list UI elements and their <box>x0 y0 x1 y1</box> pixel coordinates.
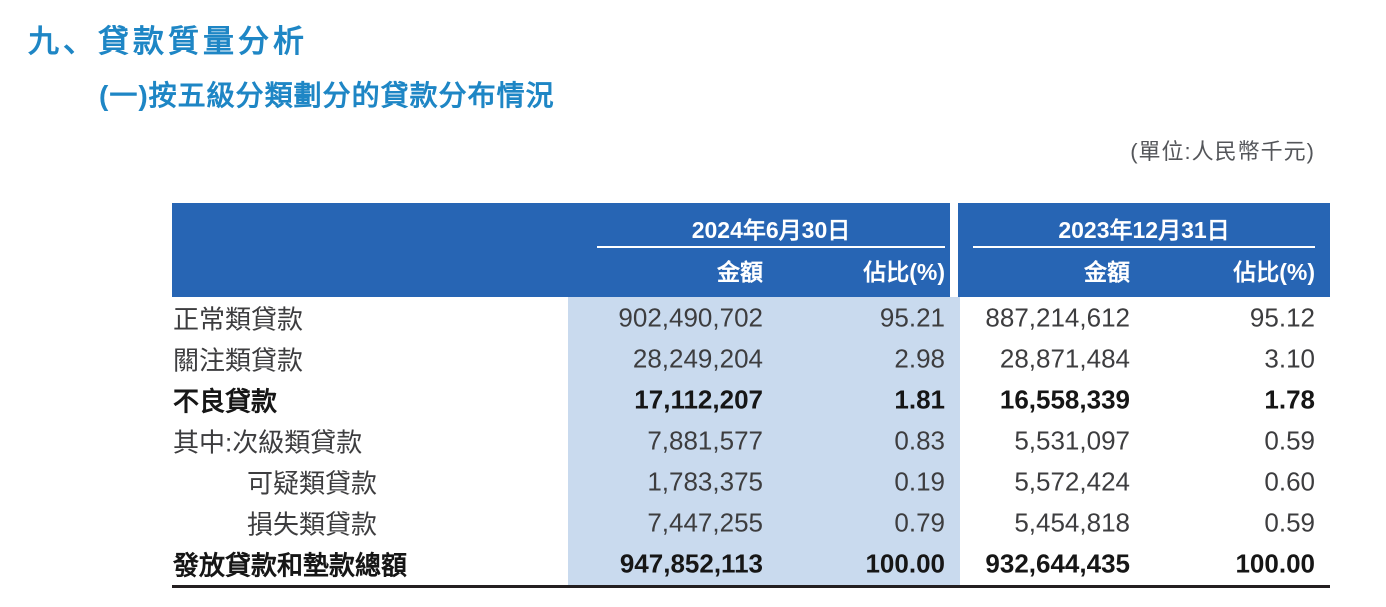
amount-2024-cell: 947,852,113 <box>619 548 763 579</box>
row-label: 其中:次級類貸款 <box>173 427 363 458</box>
date-header-2023: 2023年12月31日 <box>973 212 1315 248</box>
amount-2023-cell: 5,531,097 <box>1014 425 1130 456</box>
amount-2024-cell: 7,447,255 <box>647 507 763 538</box>
table-row: 其中:次級類貸款 7,881,577 0.83 5,531,097 0.59 <box>172 420 1330 461</box>
loan-classification-table: 2024年6月30日 金額 佔比(%) 2023年12月31日 金額 佔比(%)… <box>172 203 1330 588</box>
row-label: 可疑類貸款 <box>247 468 378 499</box>
amount-2024-cell: 28,249,204 <box>632 343 763 374</box>
amount-2024-cell: 1,783,375 <box>647 466 763 497</box>
pct-2024-cell: 0.19 <box>894 466 945 497</box>
amount-2023-cell: 887,214,612 <box>985 302 1130 333</box>
pct-column-header-2023: 佔比(%) <box>1233 259 1315 285</box>
row-label: 損失類貸款 <box>247 509 378 540</box>
row-label: 發放貸款和墊款總額 <box>173 550 408 581</box>
row-label: 不良貸款 <box>173 386 278 417</box>
amount-column-header-2023: 金額 <box>1084 259 1130 285</box>
table-row: 不良貸款 17,112,207 1.81 16,558,339 1.78 <box>172 379 1330 420</box>
pct-2023-cell: 3.10 <box>1264 343 1315 374</box>
subsection-title: (一)按五級分類劃分的貸款分布情況 <box>99 80 555 111</box>
amount-2024-cell: 17,112,207 <box>634 384 763 415</box>
row-label: 正常類貸款 <box>173 304 304 335</box>
table-row: 關注類貸款 28,249,204 2.98 28,871,484 3.10 <box>172 338 1330 379</box>
amount-2024-cell: 902,490,702 <box>618 302 763 333</box>
amount-2024-cell: 7,881,577 <box>647 425 763 456</box>
amount-2023-cell: 5,572,424 <box>1014 466 1130 497</box>
pct-2024-cell: 0.83 <box>894 425 945 456</box>
table-row: 損失類貸款 7,447,255 0.79 5,454,818 0.59 <box>172 503 1330 544</box>
pct-column-header-2024: 佔比(%) <box>863 259 945 285</box>
amount-2023-cell: 28,871,484 <box>999 343 1130 374</box>
date-header-2024: 2024年6月30日 <box>597 212 945 248</box>
pct-2023-cell: 0.59 <box>1264 507 1315 538</box>
header-group-2023: 2023年12月31日 金額 佔比(%) <box>958 203 1330 297</box>
row-label: 關注類貸款 <box>173 345 304 376</box>
table-row: 發放貸款和墊款總額 947,852,113 100.00 932,644,435… <box>172 544 1330 585</box>
pct-2024-cell: 1.81 <box>894 384 945 415</box>
table-bottom-border <box>172 585 1330 588</box>
table-row: 可疑類貸款 1,783,375 0.19 5,572,424 0.60 <box>172 462 1330 503</box>
highlight-band-2024 <box>568 297 960 585</box>
section-title: 九、貸款質量分析 <box>28 24 308 59</box>
pct-2023-cell: 100.00 <box>1235 548 1315 579</box>
unit-note: (單位:人民幣千元) <box>1130 139 1315 164</box>
table-row: 正常類貸款 902,490,702 95.21 887,214,612 95.1… <box>172 297 1330 338</box>
pct-2023-cell: 1.78 <box>1264 384 1315 415</box>
header-group-2024: 2024年6月30日 金額 佔比(%) <box>172 203 950 297</box>
amount-2023-cell: 932,644,435 <box>985 548 1130 579</box>
pct-2024-cell: 95.21 <box>879 302 945 333</box>
table-header: 2024年6月30日 金額 佔比(%) 2023年12月31日 金額 佔比(%) <box>172 203 1330 297</box>
pct-2023-cell: 0.59 <box>1264 425 1315 456</box>
amount-column-header-2024: 金額 <box>717 259 763 285</box>
pct-2023-cell: 0.60 <box>1264 466 1315 497</box>
table-body: 正常類貸款 902,490,702 95.21 887,214,612 95.1… <box>172 297 1330 585</box>
pct-2024-cell: 100.00 <box>865 548 945 579</box>
pct-2023-cell: 95.12 <box>1249 302 1315 333</box>
amount-2023-cell: 5,454,818 <box>1014 507 1130 538</box>
pct-2024-cell: 0.79 <box>894 507 945 538</box>
pct-2024-cell: 2.98 <box>894 343 945 374</box>
amount-2023-cell: 16,558,339 <box>999 384 1130 415</box>
